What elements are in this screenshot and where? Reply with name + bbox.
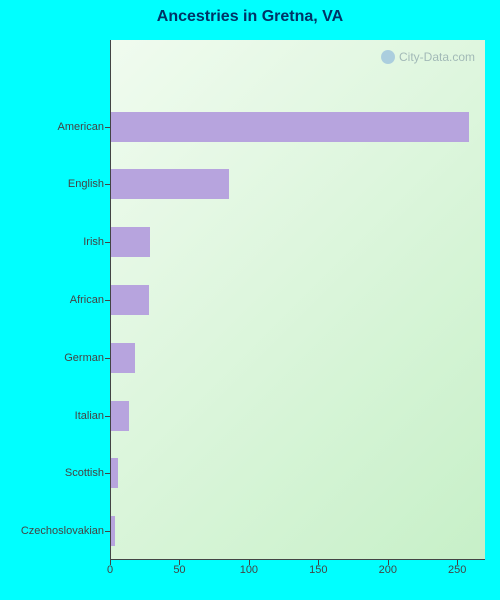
y-tick-mark (105, 127, 110, 128)
y-tick-mark (105, 416, 110, 417)
x-axis-tick: 100 (240, 564, 258, 576)
bar (111, 343, 135, 373)
plot-area (110, 40, 485, 560)
x-axis-tick: 150 (309, 564, 327, 576)
y-tick-mark (105, 300, 110, 301)
page: Ancestries in Gretna, VA City-Data.com A… (0, 0, 500, 600)
y-axis-label: Italian (75, 410, 104, 422)
chart-title: Ancestries in Gretna, VA (0, 0, 500, 32)
bar (111, 401, 129, 431)
x-axis-tick: 200 (379, 564, 397, 576)
y-axis-label: American (58, 121, 104, 133)
y-axis-label: Irish (83, 236, 104, 248)
watermark-text: City-Data.com (399, 50, 475, 64)
x-axis-tick: 250 (448, 564, 466, 576)
y-tick-mark (105, 242, 110, 243)
y-axis-label: German (64, 352, 104, 364)
y-tick-mark (105, 358, 110, 359)
y-axis-label: English (68, 178, 104, 190)
y-tick-mark (105, 184, 110, 185)
y-axis-label: Scottish (65, 467, 104, 479)
bar (111, 458, 118, 488)
bar (111, 516, 115, 546)
x-axis-tick: 50 (173, 564, 185, 576)
y-tick-mark (105, 473, 110, 474)
bar (111, 227, 150, 257)
x-axis-tick: 0 (107, 564, 113, 576)
plot-wrap: City-Data.com AmericanEnglishIrishAfrica… (110, 40, 485, 560)
bar (111, 285, 149, 315)
bar (111, 112, 469, 142)
y-tick-mark (105, 531, 110, 532)
watermark: City-Data.com (381, 50, 475, 64)
bar (111, 169, 229, 199)
y-axis-label: Czechoslovakian (21, 525, 104, 537)
globe-icon (381, 50, 395, 64)
y-axis-label: African (70, 294, 104, 306)
